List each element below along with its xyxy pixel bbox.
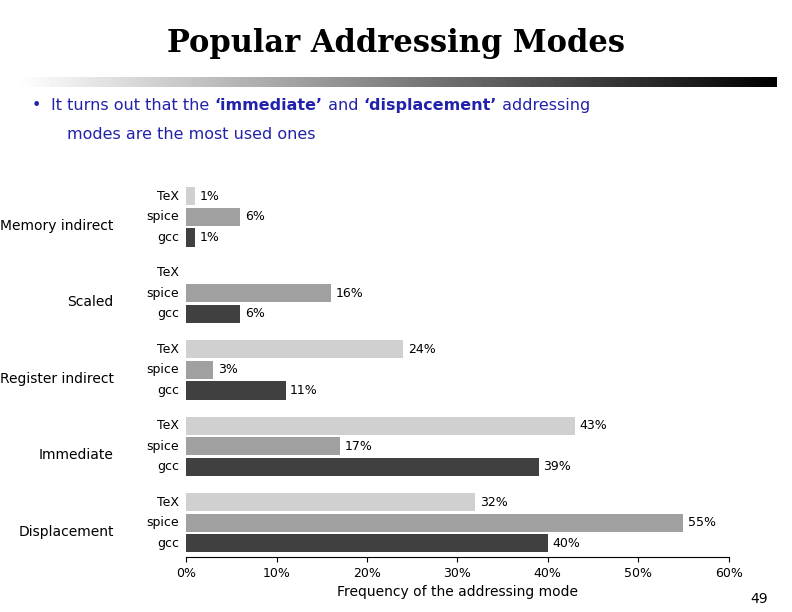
Bar [186, 458, 539, 476]
Text: 6%: 6% [245, 307, 265, 321]
Text: gcc: gcc [157, 307, 179, 321]
Bar [186, 187, 195, 206]
Text: TeX: TeX [157, 419, 179, 432]
Text: TeX: TeX [157, 496, 179, 509]
Bar [186, 534, 548, 553]
Text: 17%: 17% [345, 440, 372, 453]
Bar [186, 417, 575, 435]
Text: Memory indirect: Memory indirect [1, 219, 114, 233]
Text: 3%: 3% [218, 364, 238, 376]
Text: TeX: TeX [157, 190, 179, 203]
Text: ‘displacement’: ‘displacement’ [364, 98, 497, 113]
Text: gcc: gcc [157, 460, 179, 474]
Bar [186, 493, 475, 512]
Bar [186, 361, 213, 379]
Text: TeX: TeX [157, 343, 179, 356]
Text: 11%: 11% [290, 384, 318, 397]
Text: 55%: 55% [688, 517, 716, 529]
Text: 6%: 6% [245, 211, 265, 223]
Text: gcc: gcc [157, 384, 179, 397]
Text: 1%: 1% [200, 190, 219, 203]
Text: It turns out that the: It turns out that the [51, 98, 215, 113]
Bar [186, 285, 331, 302]
Text: 40%: 40% [552, 537, 581, 550]
Bar [186, 208, 241, 226]
Text: Displacement: Displacement [18, 525, 114, 539]
Text: 24%: 24% [408, 343, 436, 356]
Text: modes are the most used ones: modes are the most used ones [67, 127, 316, 143]
Text: spice: spice [147, 440, 179, 453]
Text: gcc: gcc [157, 231, 179, 244]
Text: spice: spice [147, 211, 179, 223]
Bar [186, 514, 683, 532]
X-axis label: Frequency of the addressing mode: Frequency of the addressing mode [337, 585, 578, 599]
Text: Scaled: Scaled [67, 296, 114, 310]
Text: 49: 49 [751, 592, 768, 606]
Bar [186, 228, 195, 247]
Text: 1%: 1% [200, 231, 219, 244]
Text: and: and [323, 98, 364, 113]
Bar [186, 438, 340, 455]
Text: ‘immediate’: ‘immediate’ [215, 98, 323, 113]
Text: Popular Addressing Modes: Popular Addressing Modes [167, 28, 625, 59]
Text: spice: spice [147, 364, 179, 376]
Bar [186, 305, 241, 323]
Text: 39%: 39% [543, 460, 571, 474]
Text: spice: spice [147, 287, 179, 300]
Text: addressing: addressing [497, 98, 590, 113]
Text: Immediate: Immediate [39, 449, 114, 463]
Text: •: • [32, 98, 41, 113]
Text: Register indirect: Register indirect [0, 372, 114, 386]
Bar [186, 340, 403, 359]
Text: TeX: TeX [157, 266, 179, 279]
Text: 16%: 16% [335, 287, 363, 300]
Text: 32%: 32% [480, 496, 508, 509]
Text: gcc: gcc [157, 537, 179, 550]
Text: 43%: 43% [580, 419, 607, 432]
Text: spice: spice [147, 517, 179, 529]
Bar [186, 381, 286, 400]
